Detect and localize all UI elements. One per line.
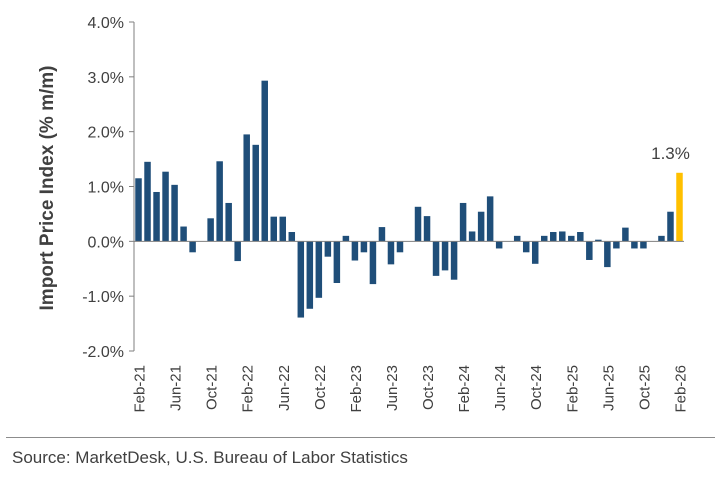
bar [351, 241, 359, 261]
bar [315, 241, 323, 298]
bar [207, 218, 214, 242]
bar [171, 184, 178, 242]
bar [306, 241, 314, 309]
y-axis-label: Import Price Index (% m/m) [37, 66, 58, 311]
bar [531, 241, 539, 264]
bar [261, 80, 268, 242]
y-tick-label: 1.0% [88, 180, 124, 197]
x-tick-label: Jun-25 [600, 365, 617, 411]
bar [450, 241, 458, 280]
bar [279, 216, 287, 242]
bar [414, 206, 422, 242]
bar [369, 241, 377, 285]
bar [387, 241, 395, 265]
bar [459, 202, 467, 242]
bar [225, 202, 232, 242]
bar [297, 241, 305, 318]
bar [252, 144, 259, 242]
bar [216, 161, 223, 242]
bar [288, 232, 296, 242]
bar [180, 226, 187, 242]
bar [333, 241, 341, 283]
bar [477, 211, 485, 242]
x-tick-label: Jun-24 [492, 365, 509, 411]
import-price-chart: Import Price Index (% m/m) -2.0% -1.0% 0.0… [37, 15, 690, 413]
bar [144, 161, 151, 242]
source-note: Source: MarketDesk, U.S. Bureau of Labor… [12, 448, 408, 467]
x-tick-label: Oct-22 [312, 365, 329, 410]
bar [513, 235, 521, 242]
y-tick-label: -2.0% [82, 344, 124, 361]
y-tick-label: 4.0% [88, 15, 124, 32]
x-tick-label: Jun-22 [276, 365, 293, 411]
x-tick-label: Oct-25 [636, 365, 653, 410]
bar [378, 227, 386, 242]
bar [270, 216, 277, 242]
x-tick-label: Feb-24 [456, 365, 473, 413]
bar [324, 241, 332, 257]
bars [135, 80, 683, 318]
bar [234, 241, 241, 262]
bar [396, 241, 404, 253]
bar [243, 134, 250, 242]
bar [631, 241, 638, 249]
bar [153, 191, 160, 242]
y-tick-label: 2.0% [88, 125, 124, 142]
bar [613, 241, 620, 249]
x-tick-label: Feb-23 [348, 365, 365, 413]
x-tick-label: Feb-22 [240, 365, 257, 413]
bar [541, 235, 548, 242]
footer-divider [6, 437, 715, 438]
bar [360, 241, 368, 253]
y-tick-label: 0.0% [88, 234, 124, 251]
x-tick-label: Oct-23 [420, 365, 437, 410]
bar [577, 232, 584, 242]
bar [486, 196, 494, 242]
bar [586, 241, 593, 260]
bar [189, 241, 196, 253]
bar [423, 216, 431, 242]
bar [640, 241, 647, 249]
last-value-data-label: 1.3% [651, 144, 690, 163]
x-tick-label: Jun-23 [384, 365, 401, 411]
y-tick-label: 3.0% [88, 70, 124, 87]
bar [604, 241, 611, 268]
bar [468, 231, 476, 242]
bar [495, 241, 503, 249]
x-tick-label: Oct-21 [204, 365, 221, 410]
x-tick-label: Feb-25 [564, 365, 581, 413]
x-tick-label: Feb-21 [132, 365, 149, 413]
bar [559, 231, 566, 242]
bar [342, 235, 350, 242]
x-tick-label: Jun-21 [168, 365, 185, 411]
y-tick-label: -1.0% [82, 289, 124, 306]
bar [522, 241, 530, 253]
x-axis-ticks: Feb-21 Jun-21 Oct-21 Feb-22 Jun-22 Oct-22 Feb-… [132, 365, 690, 413]
bar [432, 241, 440, 276]
bar [550, 232, 557, 242]
x-tick-label: Oct-24 [528, 365, 545, 410]
bar [658, 235, 665, 242]
bar [595, 239, 602, 242]
bar [568, 235, 575, 242]
bar-highlight [676, 172, 683, 242]
bar [135, 178, 142, 242]
bar [162, 171, 169, 242]
bar [441, 241, 449, 271]
x-tick-label: Feb-26 [673, 365, 690, 413]
bar [667, 211, 674, 242]
y-axis-ticks: -2.0% -1.0% 0.0% 1.0% 2.0% 3.0% 4.0% [82, 15, 134, 361]
bar [622, 227, 629, 242]
